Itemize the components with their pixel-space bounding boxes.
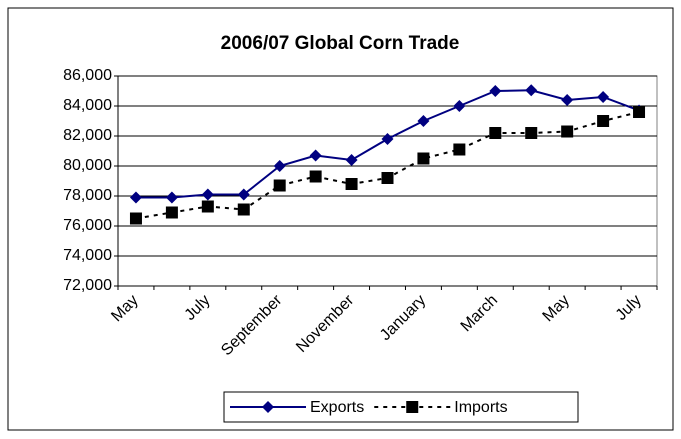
y-tick-label: 84,000	[63, 97, 112, 114]
data-point	[489, 85, 502, 97]
data-point	[345, 154, 358, 166]
data-point	[381, 172, 394, 184]
data-point	[561, 125, 574, 138]
data-point	[597, 115, 610, 127]
data-point	[561, 94, 574, 106]
data-point	[525, 127, 538, 139]
data-point	[165, 206, 178, 219]
data-point	[453, 100, 466, 112]
y-tick-label: 72,000	[63, 277, 112, 294]
y-tick-label: 80,000	[63, 157, 112, 174]
data-point	[237, 203, 250, 216]
data-point	[309, 149, 322, 162]
y-tick-label: 76,000	[63, 217, 112, 234]
data-point	[165, 191, 178, 204]
data-point	[309, 170, 322, 183]
data-point	[525, 84, 538, 97]
data-point	[129, 212, 142, 225]
legend-label: Exports	[310, 399, 364, 416]
data-point	[345, 178, 358, 190]
legend-marker	[262, 401, 274, 413]
legend-label: Imports	[454, 399, 507, 416]
data-point	[417, 152, 430, 165]
legend-marker	[406, 401, 419, 413]
data-point	[633, 106, 646, 118]
data-point	[201, 200, 214, 213]
data-point	[597, 91, 610, 103]
y-tick-label: 74,000	[63, 247, 112, 264]
y-tick-label: 86,000	[63, 67, 112, 84]
y-tick-label: 78,000	[63, 187, 112, 204]
data-point	[381, 133, 394, 145]
data-point	[453, 143, 466, 156]
data-point	[417, 115, 430, 127]
data-point	[273, 160, 286, 172]
y-tick-label: 82,000	[63, 127, 112, 144]
data-point	[201, 188, 214, 201]
data-point	[273, 179, 286, 192]
data-point	[129, 191, 142, 204]
chart-title: 2006/07 Global Corn Trade	[221, 33, 460, 54]
data-point	[237, 188, 250, 201]
data-point	[489, 127, 502, 139]
